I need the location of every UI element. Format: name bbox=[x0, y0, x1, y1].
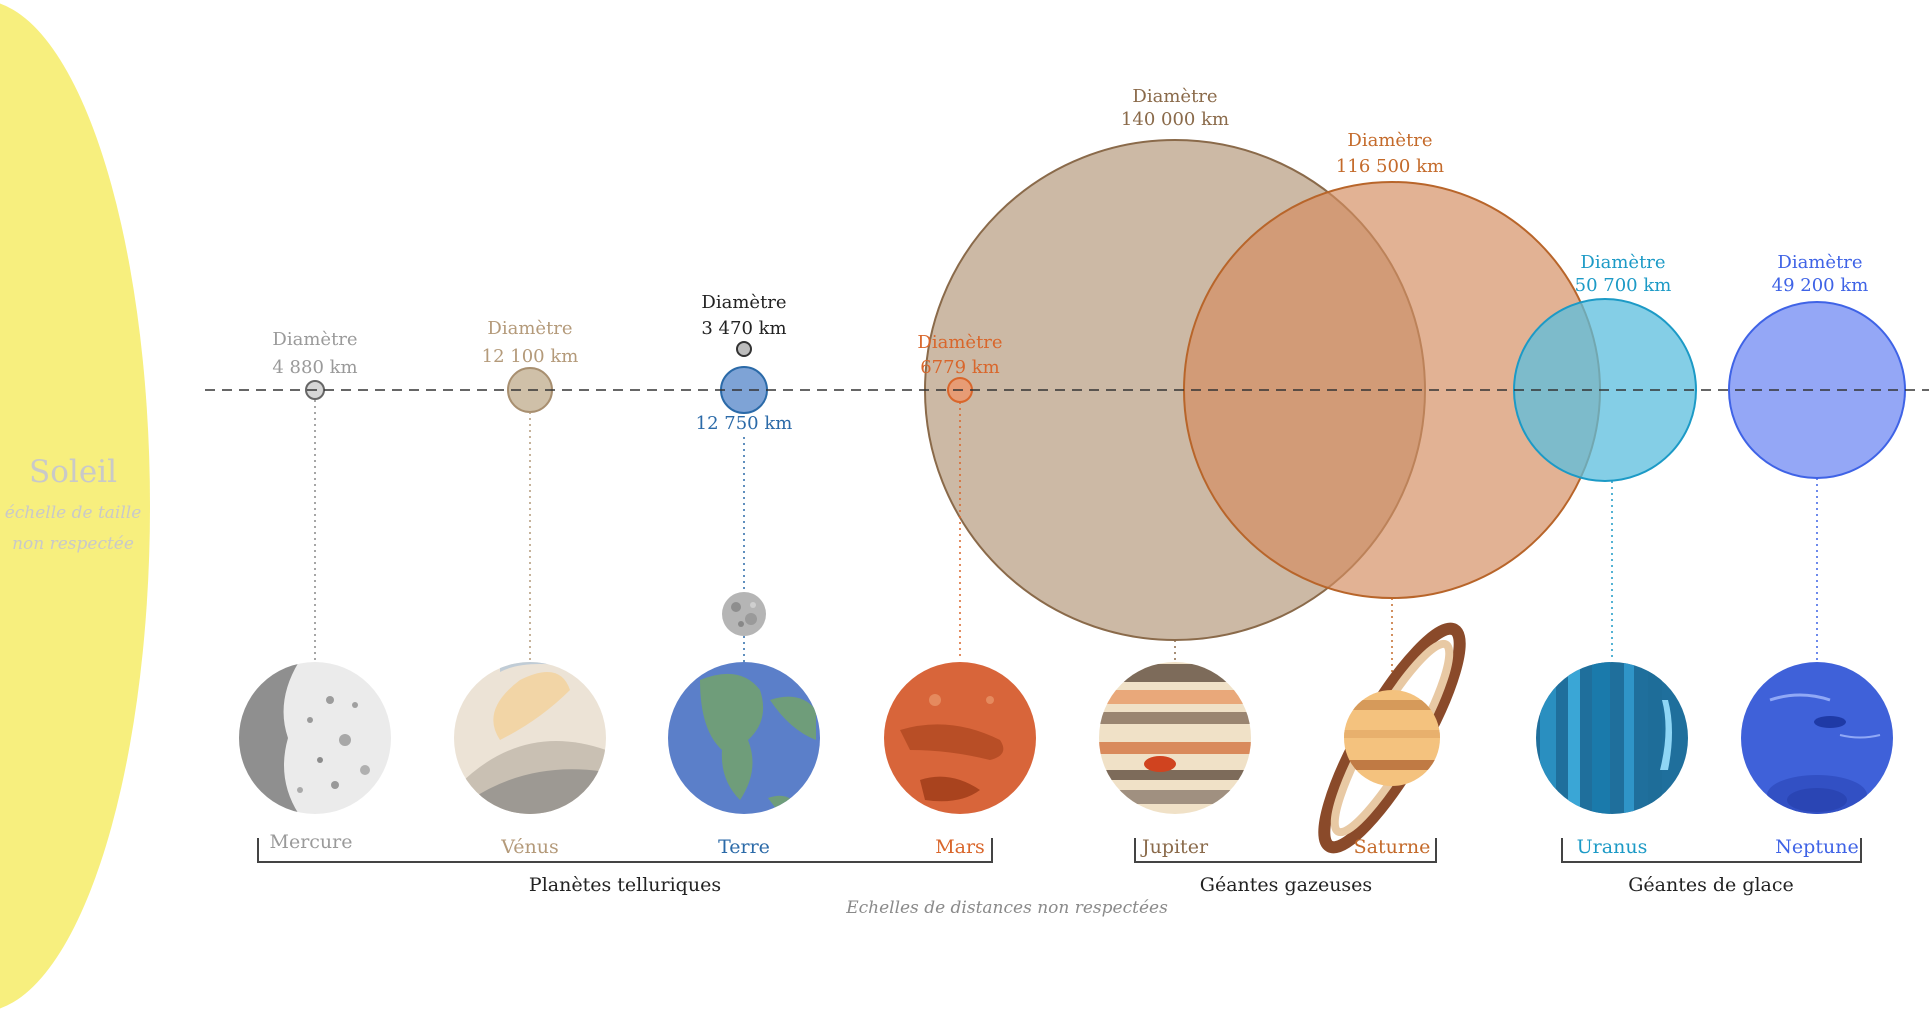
jupiter-diameter-title: Diamètre bbox=[1132, 86, 1217, 107]
telluric-label: Planètes telluriques bbox=[529, 874, 721, 896]
telluric-bracket bbox=[257, 838, 993, 863]
moon-diameter-value: 3 470 km bbox=[701, 318, 786, 339]
neptune-name: Neptune bbox=[1775, 836, 1858, 858]
saturn-name: Saturne bbox=[1354, 836, 1431, 858]
jupiter-name: Jupiter bbox=[1140, 836, 1209, 858]
gas-giants-bracket bbox=[1134, 838, 1437, 863]
ice-giants-bracket bbox=[1561, 838, 1862, 863]
connectors bbox=[314, 400, 1818, 688]
sun-scale-note: échelle de taille bbox=[5, 503, 142, 523]
mercury-icon bbox=[239, 662, 391, 814]
venus-diameter-value: 12 100 km bbox=[482, 346, 579, 367]
mercury-name: Mercure bbox=[270, 831, 353, 853]
saturn-diameter-value: 116 500 km bbox=[1336, 156, 1444, 177]
earth-diameter-value: 12 750 km bbox=[696, 413, 793, 434]
group-brackets bbox=[257, 838, 1862, 863]
gas-giants-label: Géantes gazeuses bbox=[1200, 874, 1372, 896]
saturn-diameter-title: Diamètre bbox=[1347, 130, 1432, 151]
uranus-icon bbox=[1536, 662, 1688, 814]
mercury-diameter-title: Diamètre bbox=[272, 329, 357, 350]
earth-scale-circle bbox=[720, 366, 768, 414]
earth-name: Terre bbox=[718, 836, 770, 858]
diameter-labels: Diamètre 4 880 km Diamètre 12 100 km Dia… bbox=[272, 86, 1868, 434]
uranus-diameter-title: Diamètre bbox=[1580, 252, 1665, 273]
mars-diameter-value: 6779 km bbox=[920, 357, 1000, 378]
sun-label: Soleil bbox=[29, 454, 117, 490]
jupiter-diameter-value: 140 000 km bbox=[1121, 109, 1229, 130]
mars-diameter-title: Diamètre bbox=[917, 332, 1002, 353]
mercury-diameter-value: 4 880 km bbox=[272, 357, 357, 378]
uranus-diameter-value: 50 700 km bbox=[1575, 275, 1672, 296]
ice-giants-label: Géantes de glace bbox=[1628, 874, 1794, 896]
mars-name: Mars bbox=[935, 836, 985, 858]
neptune-diameter-value: 49 200 km bbox=[1772, 275, 1869, 296]
moon-scale-circle bbox=[736, 341, 752, 357]
venus-diameter-title: Diamètre bbox=[487, 318, 572, 339]
sun: Soleil échelle de taille non respectée bbox=[0, 3, 150, 1009]
neptune-diameter-title: Diamètre bbox=[1777, 252, 1862, 273]
planet-names: Mercure Vénus Terre Mars Jupiter Saturne… bbox=[270, 831, 1859, 858]
sun-scale-note-2: non respectée bbox=[12, 534, 134, 554]
distance-scale-footnote: Echelles de distances non respectées bbox=[845, 898, 1168, 918]
moon-icon bbox=[722, 592, 766, 636]
mars-icon bbox=[884, 662, 1036, 814]
neptune-icon bbox=[1741, 662, 1893, 814]
earth-icon bbox=[668, 662, 820, 814]
venus-name: Vénus bbox=[500, 836, 558, 858]
jupiter-icon bbox=[1099, 662, 1251, 814]
venus-icon bbox=[454, 662, 606, 814]
moon-diameter-title: Diamètre bbox=[701, 292, 786, 313]
group-labels: Planètes telluriques Géantes gazeuses Gé… bbox=[529, 874, 1794, 896]
saturn-icon bbox=[1318, 622, 1466, 854]
uranus-name: Uranus bbox=[1577, 836, 1648, 858]
sun-disc bbox=[0, 3, 150, 1009]
